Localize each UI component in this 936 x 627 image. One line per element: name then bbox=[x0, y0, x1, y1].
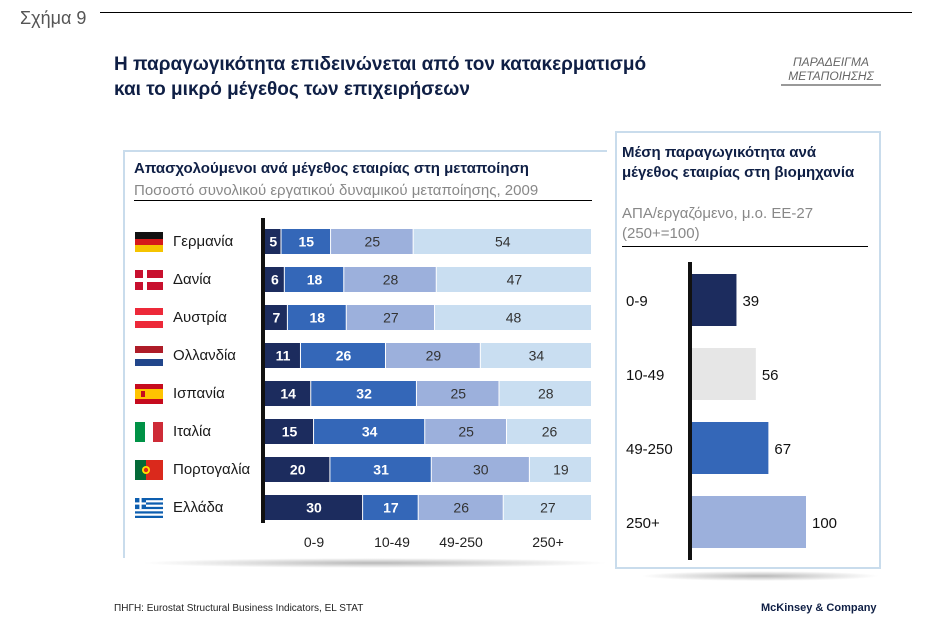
country-label: Γερμανία bbox=[173, 232, 234, 250]
title-line-2: και το μικρό μέγεθος των επιχειρήσεων bbox=[114, 79, 470, 100]
right-chart-title: Μέση παραγωγικότητα ανά μέγεθος εταιρίας… bbox=[622, 144, 855, 181]
right-chart-subtitle-line-2: (250+=100) bbox=[622, 225, 700, 242]
footer-source: ΠΗΓΗ: Eurostat Structural Business Indic… bbox=[114, 603, 364, 614]
left-chart-title: Απασχολούμενοι ανά μέγεθος εταιρίας στη … bbox=[134, 160, 529, 177]
title-line-1: Η παραγωγικότητα επιδεινώνεται από τον κ… bbox=[114, 54, 647, 75]
spain-flag-icon bbox=[135, 383, 163, 404]
left-panel-shadow bbox=[140, 558, 610, 568]
right-chart-subtitle: ΑΠΑ/εργαζόμενο, μ.ο. ΕΕ-27 (250+=100) bbox=[622, 204, 868, 247]
austria-flag-icon bbox=[135, 307, 163, 328]
denmark-flag-icon bbox=[135, 269, 163, 290]
portugal-flag-icon bbox=[135, 459, 163, 480]
tag-line-2: ΜΕΤΑΠΟΙΗΣΗΣ bbox=[788, 69, 874, 83]
right-panel-shadow bbox=[640, 571, 880, 581]
figure-label: Σχήμα 9 bbox=[20, 8, 87, 28]
netherlands-flag-icon bbox=[135, 345, 163, 366]
country-label: Ολλανδία bbox=[173, 346, 236, 364]
germany-flag-icon bbox=[135, 231, 163, 252]
example-tag: ΠΑΡΑΔΕΙΓΜΑ ΜΕΤΑΠΟΙΗΣΗΣ bbox=[781, 55, 881, 86]
tag-line-1: ΠΑΡΑΔΕΙΓΜΑ bbox=[792, 55, 870, 69]
left-chart-subtitle: Ποσοστό συνολικού εργατικού δυναμικού με… bbox=[134, 182, 592, 201]
right-chart-subtitle-line-1: ΑΠΑ/εργαζόμενο, μ.ο. ΕΕ-27 bbox=[622, 205, 814, 222]
page-title: Η παραγωγικότητα επιδεινώνεται από τον κ… bbox=[114, 52, 754, 102]
country-label: Ισπανία bbox=[173, 384, 225, 402]
top-rule bbox=[100, 12, 912, 13]
country-label: Ιταλία bbox=[173, 422, 212, 440]
footer-brand: McKinsey & Company bbox=[761, 602, 877, 614]
right-chart-panel bbox=[615, 131, 881, 569]
greece-flag-icon bbox=[135, 497, 163, 518]
country-label: Ελλάδα bbox=[173, 498, 224, 516]
italy-flag-icon bbox=[135, 421, 163, 442]
country-label: Αυστρία bbox=[173, 308, 227, 326]
country-label: Δανία bbox=[173, 270, 212, 288]
country-label: Πορτογαλία bbox=[173, 460, 251, 478]
left-chart-panel bbox=[123, 150, 607, 558]
